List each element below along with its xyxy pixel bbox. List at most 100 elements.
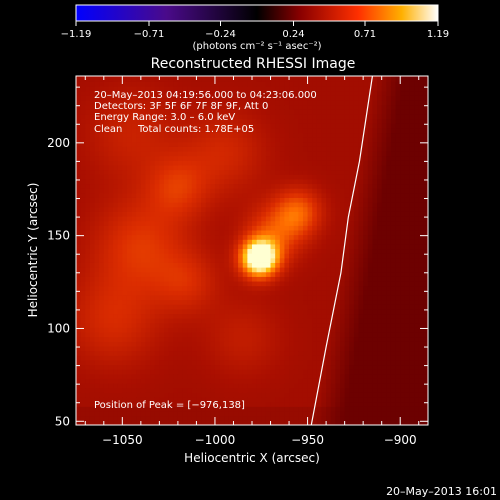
heatmap-cell	[390, 411, 396, 417]
heatmap-cell	[140, 327, 146, 333]
heatmap-cell	[349, 239, 355, 245]
heatmap-cell	[381, 378, 387, 384]
heatmap-cell	[265, 392, 271, 398]
heatmap-cell	[154, 179, 160, 185]
heatmap-cell	[154, 202, 160, 208]
heatmap-cell	[242, 411, 248, 417]
heatmap-cell	[377, 318, 383, 324]
heatmap-cell	[224, 174, 230, 180]
heatmap-cell	[113, 137, 119, 143]
heatmap-cell	[307, 327, 313, 333]
heatmap-cell	[358, 336, 364, 342]
heatmap-cell	[307, 216, 313, 222]
heatmap-cell	[210, 290, 216, 296]
heatmap-cell	[177, 271, 183, 277]
heatmap-cell	[321, 327, 327, 333]
heatmap-cell	[191, 406, 197, 412]
heatmap-cell	[89, 220, 95, 226]
heatmap-cell	[214, 160, 220, 166]
heatmap-cell	[377, 197, 383, 203]
heatmap-cell	[335, 276, 341, 282]
heatmap-cell	[312, 183, 318, 189]
heatmap-cell	[423, 137, 428, 143]
heatmap-cell	[316, 285, 322, 291]
heatmap-cell	[238, 183, 244, 189]
heatmap-cell	[164, 271, 170, 277]
heatmap-cell	[270, 225, 276, 231]
colorbar-tick-label: 0.71	[354, 29, 376, 40]
heatmap-cell	[164, 137, 170, 143]
heatmap-cell	[252, 299, 258, 305]
heatmap-cell	[247, 369, 253, 375]
heatmap-cell	[159, 244, 165, 250]
heatmap-cell	[395, 355, 401, 361]
heatmap-cell	[340, 206, 346, 212]
heatmap-cell	[187, 350, 193, 356]
heatmap-cell	[140, 248, 146, 254]
heatmap-cell	[173, 420, 179, 425]
heatmap-cell	[289, 169, 295, 175]
heatmap-cell	[136, 183, 142, 189]
heatmap-cell	[404, 332, 410, 338]
heatmap-cell	[312, 220, 318, 226]
heatmap-cell	[205, 336, 211, 342]
heatmap-cell	[340, 216, 346, 222]
heatmap-cell	[363, 304, 369, 310]
heatmap-cell	[279, 313, 285, 319]
heatmap-cell	[219, 174, 225, 180]
heatmap-cell	[85, 332, 91, 338]
heatmap-cell	[173, 304, 179, 310]
heatmap-cell	[395, 174, 401, 180]
heatmap-cell	[279, 267, 285, 273]
heatmap-cell	[418, 165, 424, 171]
heatmap-cell	[302, 192, 308, 198]
heatmap-cell	[377, 151, 383, 157]
heatmap-cell	[150, 341, 156, 347]
heatmap-cell	[363, 392, 369, 398]
heatmap-cell	[150, 346, 156, 352]
heatmap-cell	[214, 318, 220, 324]
heatmap-cell	[99, 387, 105, 393]
heatmap-cell	[224, 332, 230, 338]
heatmap-cell	[99, 257, 105, 263]
heatmap-cell	[404, 179, 410, 185]
heatmap-cell	[140, 244, 146, 250]
heatmap-cell	[201, 179, 207, 185]
heatmap-cell	[187, 332, 193, 338]
heatmap-cell	[275, 137, 281, 143]
heatmap-cell	[103, 230, 109, 236]
heatmap-cell	[80, 244, 86, 250]
heatmap-cell	[154, 336, 160, 342]
heatmap-cell	[256, 118, 262, 124]
heatmap-cell	[196, 415, 202, 421]
heatmap-cell	[414, 239, 420, 245]
heatmap-cell	[99, 183, 105, 189]
heatmap-cell	[404, 188, 410, 194]
heatmap-cell	[242, 346, 248, 352]
heatmap-cell	[159, 262, 165, 268]
heatmap-cell	[330, 146, 336, 152]
heatmap-cell	[228, 160, 234, 166]
heatmap-cell	[228, 179, 234, 185]
heatmap-cell	[353, 192, 359, 198]
heatmap-cell	[316, 327, 322, 333]
heatmap-cell	[80, 192, 86, 198]
heatmap-cell	[252, 183, 258, 189]
heatmap-cell	[344, 169, 350, 175]
heatmap-cell	[340, 378, 346, 384]
heatmap-cell	[247, 304, 253, 310]
heatmap-cell	[94, 202, 100, 208]
heatmap-cell	[256, 406, 262, 412]
heatmap-cell	[367, 248, 373, 254]
heatmap-cell	[404, 225, 410, 231]
heatmap-cell	[219, 281, 225, 287]
heatmap-cell	[238, 174, 244, 180]
heatmap-cell	[265, 332, 271, 338]
heatmap-cell	[214, 332, 220, 338]
colorbar: −1.19 −0.71 −0.24 0.24 0.71 1.19 (photons cm⁻…	[61, 4, 449, 52]
heatmap-cell	[400, 132, 406, 138]
heatmap-cell	[330, 290, 336, 296]
heatmap-cell	[99, 332, 105, 338]
heatmap-cell	[238, 355, 244, 361]
heatmap-cell	[113, 234, 119, 240]
